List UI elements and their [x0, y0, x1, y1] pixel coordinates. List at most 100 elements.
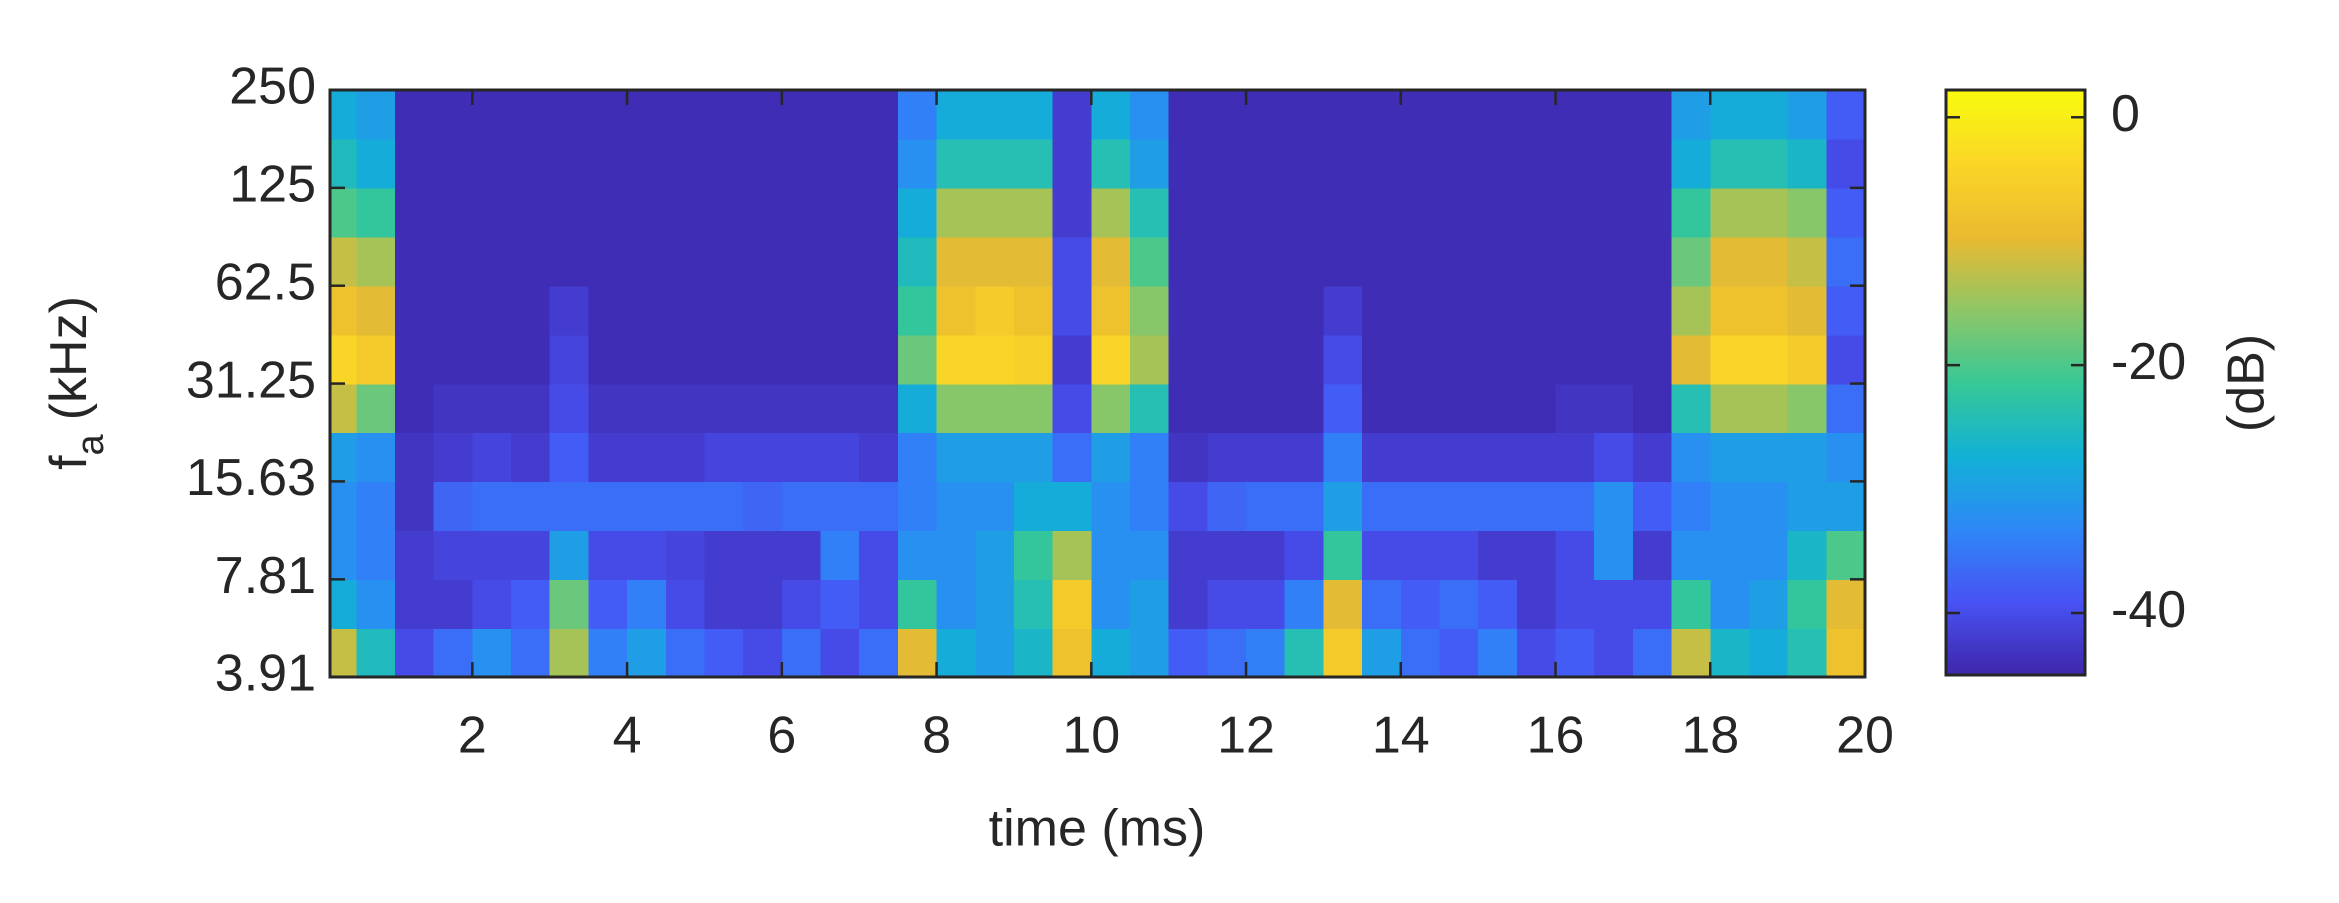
heatmap-cell [511, 432, 551, 483]
heatmap-cell [394, 187, 435, 238]
heatmap-cell [1091, 481, 1131, 532]
heatmap-cell [1748, 138, 1789, 189]
heatmap-cell [1671, 285, 1712, 336]
colorbar-swatch [1946, 537, 2085, 542]
colorbar-swatch [1946, 402, 2085, 407]
heatmap-cell [936, 334, 977, 385]
colorbar-swatch [1946, 291, 2085, 296]
y-label-unit: (kHz) [40, 296, 98, 420]
colorbar-swatch [1946, 657, 2085, 662]
colorbar-swatch [1946, 335, 2085, 340]
heatmap-cell [394, 138, 435, 189]
heatmap-cell [1594, 628, 1634, 677]
heatmap-cell [1555, 432, 1596, 483]
colorbar-swatch [1946, 247, 2085, 252]
colorbar-swatch [1946, 341, 2085, 346]
heatmap-cell [975, 334, 1015, 385]
heatmap-cell [820, 187, 861, 238]
heatmap-cell [627, 236, 667, 287]
colorbar-swatch [1946, 388, 2085, 393]
heatmap-cell [665, 236, 706, 287]
heatmap-cell [1091, 236, 1131, 287]
heatmap-cell [1555, 530, 1596, 581]
colorbar-swatch [1946, 593, 2085, 597]
colorbar-swatch [1946, 274, 2085, 278]
heatmap-cell [1516, 138, 1557, 189]
colorbar-swatch [1946, 271, 2085, 276]
heatmap-cell [1013, 138, 1054, 189]
heatmap-cell [1091, 530, 1131, 581]
heatmap-cell [1207, 481, 1247, 532]
colorbar-swatch [1946, 517, 2085, 521]
heatmap-cell [356, 383, 396, 434]
heatmap-cell [472, 628, 512, 677]
colorbar-swatch [1946, 616, 2085, 621]
heatmap-cell [549, 383, 590, 434]
heatmap-cell [433, 432, 474, 483]
colorbar-swatch [1946, 666, 2085, 670]
heatmap-cell [1555, 138, 1596, 189]
heatmap-cell [1168, 628, 1209, 677]
heatmap-cell [1246, 530, 1286, 581]
heatmap-cell [1284, 334, 1325, 385]
heatmap-cell [588, 628, 628, 677]
heatmap-cell [433, 90, 474, 140]
heatmap-cell [1207, 530, 1247, 581]
colorbar-swatch [1946, 362, 2085, 366]
colorbar-swatch [1946, 145, 2085, 150]
heatmap-cell [1013, 432, 1054, 483]
heatmap-cell [433, 383, 474, 434]
colorbar-swatch [1946, 651, 2085, 656]
colorbar-swatch [1946, 353, 2085, 357]
colorbar-swatch [1946, 364, 2085, 369]
heatmap-cell [1594, 579, 1634, 629]
heatmap-cell [975, 138, 1015, 189]
x-axis-label: time (ms) [989, 800, 1206, 858]
heatmap-cell [1594, 187, 1634, 238]
heatmap-cell [665, 481, 706, 532]
heatmap-cell [1400, 334, 1441, 385]
colorbar-swatch [1946, 569, 2085, 574]
heatmap-cell [627, 628, 667, 677]
colorbar-swatch [1946, 122, 2085, 126]
heatmap-cell [743, 138, 783, 189]
heatmap-cell [627, 432, 667, 483]
heatmap-cell [1710, 138, 1750, 189]
colorbar-swatch [1946, 373, 2085, 378]
heatmap-cell [1323, 334, 1363, 385]
heatmap-cell [781, 383, 822, 434]
colorbar-swatch [1946, 601, 2085, 606]
heatmap-cell [743, 432, 783, 483]
heatmap-cell [1439, 138, 1479, 189]
colorbar-swatch [1946, 294, 2085, 299]
x-tick-label: 16 [1527, 707, 1585, 765]
heatmap-cell [781, 187, 822, 238]
colorbar-swatch [1946, 610, 2085, 615]
heatmap-cell [704, 481, 744, 532]
heatmap-cell [1052, 90, 1093, 140]
heatmap-cell [1710, 90, 1750, 140]
heatmap-cell [781, 579, 822, 629]
colorbar-swatch [1946, 479, 2085, 483]
heatmap-cell [1323, 236, 1363, 287]
colorbar-swatch [1946, 636, 2085, 641]
colorbar-swatch [1946, 578, 2085, 583]
heatmap-cell [588, 383, 628, 434]
colorbar-swatch [1946, 283, 2085, 287]
heatmap-cell [781, 285, 822, 336]
heatmap-cell [936, 236, 977, 287]
heatmap-cell [1129, 383, 1170, 434]
colorbar-swatch [1946, 201, 2085, 205]
colorbar-swatch [1946, 250, 2085, 255]
heatmap-cell [1168, 530, 1209, 581]
colorbar-swatch [1946, 572, 2085, 577]
heatmap-cell [1555, 383, 1596, 434]
heatmap-cell [859, 90, 899, 140]
heatmap-cell [1748, 432, 1789, 483]
heatmap-cell [897, 579, 938, 629]
heatmap-cell [627, 285, 667, 336]
heatmap-cell [1362, 432, 1402, 483]
colorbar-swatch [1946, 139, 2085, 144]
heatmap-cell [975, 579, 1015, 629]
heatmap-cell [1555, 285, 1596, 336]
